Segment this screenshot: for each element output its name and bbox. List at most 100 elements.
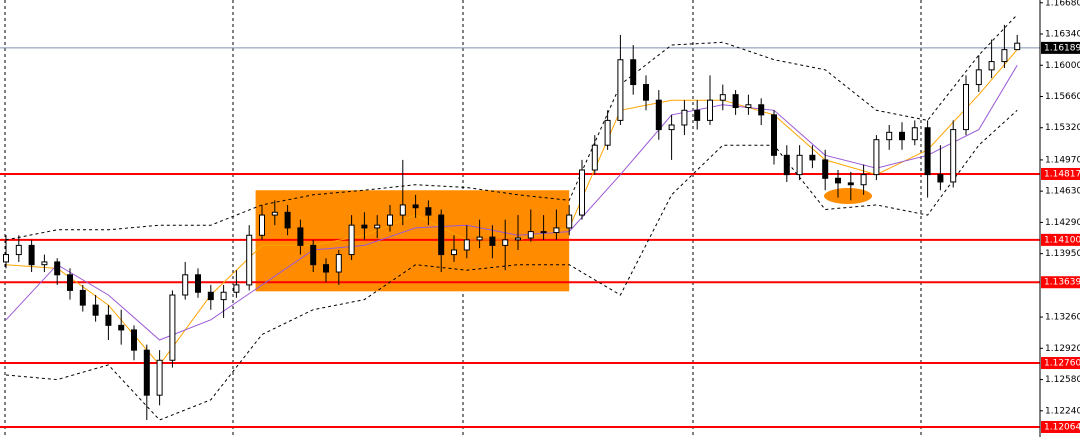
candle-body <box>15 244 22 256</box>
candle-body <box>745 104 752 109</box>
candle-body <box>988 61 995 71</box>
candle-body <box>425 207 432 216</box>
candle-body <box>92 304 99 316</box>
candle-body <box>783 154 790 176</box>
candle-body <box>476 236 483 241</box>
price-axis: 1.16680 1.16340 1.16000 1.15660 1.15320 1.149… <box>1039 0 1080 437</box>
level-label: 1.12760 <box>1044 359 1080 369</box>
candle-body <box>963 84 969 131</box>
candle-body <box>246 234 253 286</box>
candle-body <box>681 109 688 126</box>
indicator-line <box>5 109 1018 421</box>
candle-body <box>387 214 393 226</box>
candle-body <box>809 154 816 161</box>
level-label: 1.12064 <box>1044 422 1080 432</box>
candle-body <box>911 127 918 141</box>
candle-body <box>937 174 944 183</box>
candle-body <box>822 159 829 179</box>
level-label-box <box>1041 167 1080 180</box>
level-label-box <box>1041 420 1080 433</box>
level-label: 1.14100 <box>1044 235 1080 245</box>
current-price-box <box>1041 41 1080 54</box>
indicator-line <box>5 14 1018 241</box>
time-separators <box>4 0 922 437</box>
candle-body <box>502 239 509 246</box>
candle-body <box>54 261 61 276</box>
candle-body <box>489 236 496 246</box>
current-price-label: 1.16189 <box>1044 43 1080 53</box>
candle-body <box>668 124 675 131</box>
candle-body <box>643 84 649 101</box>
candle-body <box>207 291 214 301</box>
lines-layer <box>0 14 1040 428</box>
candle-body <box>118 324 125 331</box>
candle-body <box>771 114 777 156</box>
y-tick-label: 1.15660 <box>1045 92 1080 102</box>
candle-body <box>271 211 278 216</box>
y-tick-label: 1.14630 <box>1045 187 1080 197</box>
level-label: 1.14817 <box>1044 169 1080 179</box>
y-tick-label: 1.16000 <box>1045 61 1080 71</box>
candle-body <box>259 214 265 236</box>
y-tick-label: 1.14970 <box>1045 155 1080 165</box>
level-label-box <box>1041 233 1080 246</box>
y-tick-label: 1.14290 <box>1045 218 1080 228</box>
candles-layer <box>3 24 1021 420</box>
y-tick-label: 1.16340 <box>1045 30 1080 40</box>
y-tick-label: 1.13950 <box>1045 249 1080 259</box>
candle-body <box>873 139 880 176</box>
candle-body <box>732 94 739 109</box>
candle-body <box>233 284 240 293</box>
candle-body <box>553 227 560 234</box>
candle-body <box>527 231 534 239</box>
candle-body <box>566 214 573 229</box>
y-tick-label: 1.15320 <box>1045 123 1080 133</box>
y-tick-label: 1.12580 <box>1045 375 1080 385</box>
y-tick-label: 1.12920 <box>1045 344 1080 354</box>
candle-body <box>412 204 419 209</box>
candle-body <box>131 329 137 351</box>
candle-body <box>579 169 585 216</box>
candle-body <box>284 211 291 229</box>
candle-body <box>694 109 701 121</box>
candle-body <box>758 104 765 116</box>
candle-body <box>591 144 598 171</box>
candle-body <box>182 274 189 296</box>
candle-body <box>220 291 227 301</box>
candle-body <box>719 94 726 101</box>
level-label-box <box>1041 357 1080 370</box>
candle-body <box>463 239 470 251</box>
candle-body <box>515 237 521 241</box>
candle-body <box>1001 49 1008 63</box>
candle-body <box>3 254 9 263</box>
candle-body <box>28 244 35 266</box>
candle-body <box>143 349 150 396</box>
candle-body <box>374 224 381 229</box>
candle-body <box>886 131 893 141</box>
highlight-ellipse <box>824 188 872 204</box>
candle-body <box>348 224 355 256</box>
candle-body <box>924 127 931 176</box>
candle-body <box>860 174 867 186</box>
candle-body <box>604 119 611 146</box>
y-tick-label: 1.12240 <box>1045 406 1080 416</box>
y-tick-label: 1.16680 <box>1045 0 1080 8</box>
candle-body <box>796 154 803 176</box>
candle-body <box>451 249 457 256</box>
candle-body <box>310 244 317 266</box>
candle-body <box>105 314 112 326</box>
candle-body <box>361 224 368 229</box>
candle-body <box>41 261 48 266</box>
candle-body <box>975 69 982 86</box>
candle-body <box>335 254 342 273</box>
candle-body <box>835 177 841 184</box>
candle-body <box>847 182 854 186</box>
candle-body <box>195 274 201 293</box>
candle-body <box>899 131 905 141</box>
candle-body <box>1014 42 1021 51</box>
candle-body <box>399 204 406 216</box>
candle-body <box>67 274 73 291</box>
level-label-box <box>1041 276 1080 289</box>
candle-body <box>156 359 163 396</box>
